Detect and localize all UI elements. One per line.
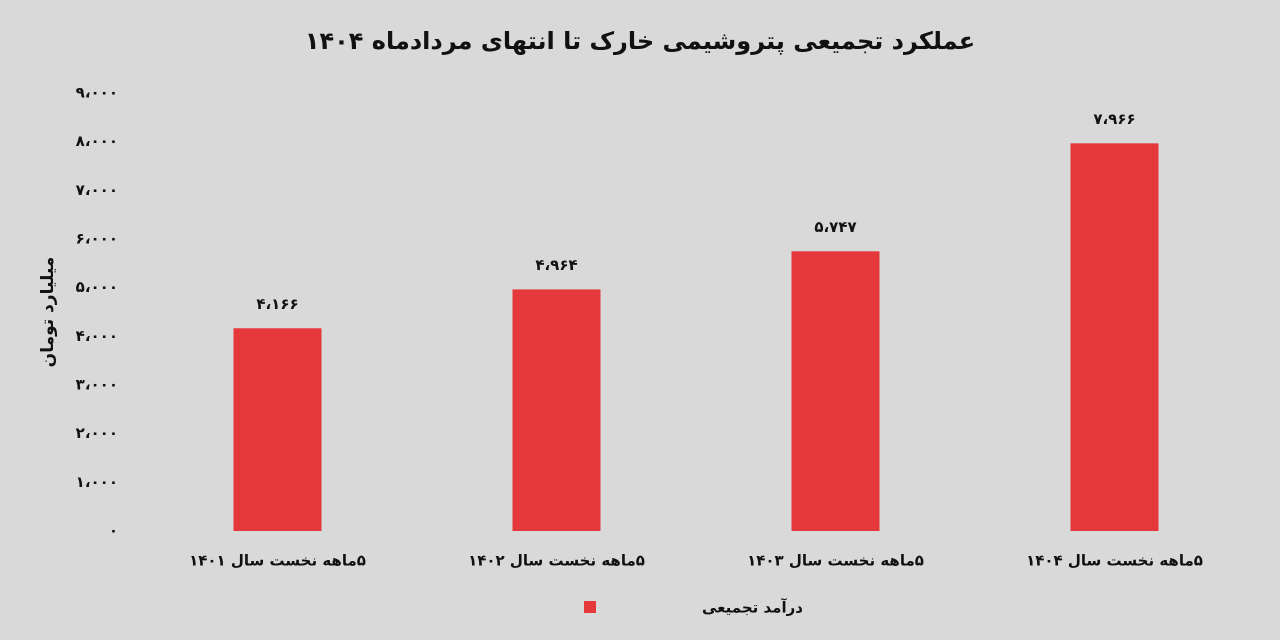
y-tick-label: ۲،۰۰۰ bbox=[76, 424, 118, 442]
y-tick-label: ۹،۰۰۰ bbox=[76, 84, 118, 102]
y-tick-label: ۸،۰۰۰ bbox=[76, 132, 118, 150]
data-label: ۵،۷۴۷ bbox=[814, 218, 856, 236]
y-tick-label: ۵،۰۰۰ bbox=[76, 278, 118, 296]
y-tick-label: ۰ bbox=[109, 522, 118, 540]
y-tick-label: ۷،۰۰۰ bbox=[76, 181, 118, 199]
bar bbox=[233, 328, 322, 531]
x-tick-label: ۵ماهه نخست سال ۱۴۰۴ bbox=[1026, 552, 1203, 570]
y-tick-label: ۶،۰۰۰ bbox=[76, 230, 118, 248]
x-tick-label: ۵ماهه نخست سال ۱۴۰۳ bbox=[747, 552, 924, 570]
data-label: ۴،۹۶۴ bbox=[535, 256, 577, 274]
legend-swatch bbox=[584, 601, 596, 613]
y-axis-label: میلیارد تومان bbox=[38, 257, 58, 368]
y-tick-label: ۱،۰۰۰ bbox=[76, 473, 118, 491]
x-tick-label: ۵ماهه نخست سال ۱۴۰۱ bbox=[189, 552, 366, 570]
legend-label: درآمد تجمیعی bbox=[702, 599, 803, 617]
bar bbox=[512, 289, 601, 531]
x-tick-label: ۵ماهه نخست سال ۱۴۰۲ bbox=[468, 552, 645, 570]
y-tick-label: ۳،۰۰۰ bbox=[76, 376, 118, 394]
data-label: ۴،۱۶۶ bbox=[256, 295, 298, 313]
chart-title: عملکرد تجمیعی پتروشیمی خارک تا انتهای مر… bbox=[305, 27, 975, 55]
bar bbox=[1070, 143, 1159, 531]
bar bbox=[791, 251, 880, 531]
data-label: ۷،۹۶۶ bbox=[1093, 110, 1135, 128]
y-tick-label: ۴،۰۰۰ bbox=[76, 327, 118, 345]
